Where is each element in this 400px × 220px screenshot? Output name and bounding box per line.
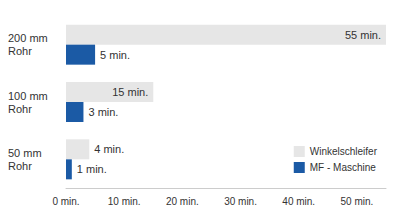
svg-text:1 min.: 1 min.	[77, 163, 107, 175]
svg-text:MF - Maschine: MF - Maschine	[310, 162, 377, 173]
svg-text:Rohr: Rohr	[8, 103, 32, 115]
svg-text:15 min.: 15 min.	[112, 86, 148, 98]
svg-text:55 min.: 55 min.	[345, 29, 381, 41]
svg-text:10 min.: 10 min.	[108, 196, 141, 207]
svg-text:50 mm: 50 mm	[8, 147, 42, 159]
svg-text:3 min.: 3 min.	[88, 106, 118, 118]
svg-text:Rohr: Rohr	[8, 45, 32, 57]
svg-text:Winkelschleifer: Winkelschleifer	[310, 146, 378, 157]
svg-text:Rohr: Rohr	[8, 160, 32, 172]
svg-text:20 min.: 20 min.	[166, 196, 199, 207]
svg-text:0 min.: 0 min.	[52, 196, 79, 207]
svg-text:5 min.: 5 min.	[100, 49, 130, 61]
svg-text:40 min.: 40 min.	[282, 196, 315, 207]
svg-text:30 min.: 30 min.	[224, 196, 257, 207]
svg-text:50 min.: 50 min.	[341, 196, 374, 207]
svg-text:200 mm: 200 mm	[8, 32, 48, 44]
svg-text:4 min.: 4 min.	[94, 143, 124, 155]
svg-text:100 mm: 100 mm	[8, 90, 48, 102]
